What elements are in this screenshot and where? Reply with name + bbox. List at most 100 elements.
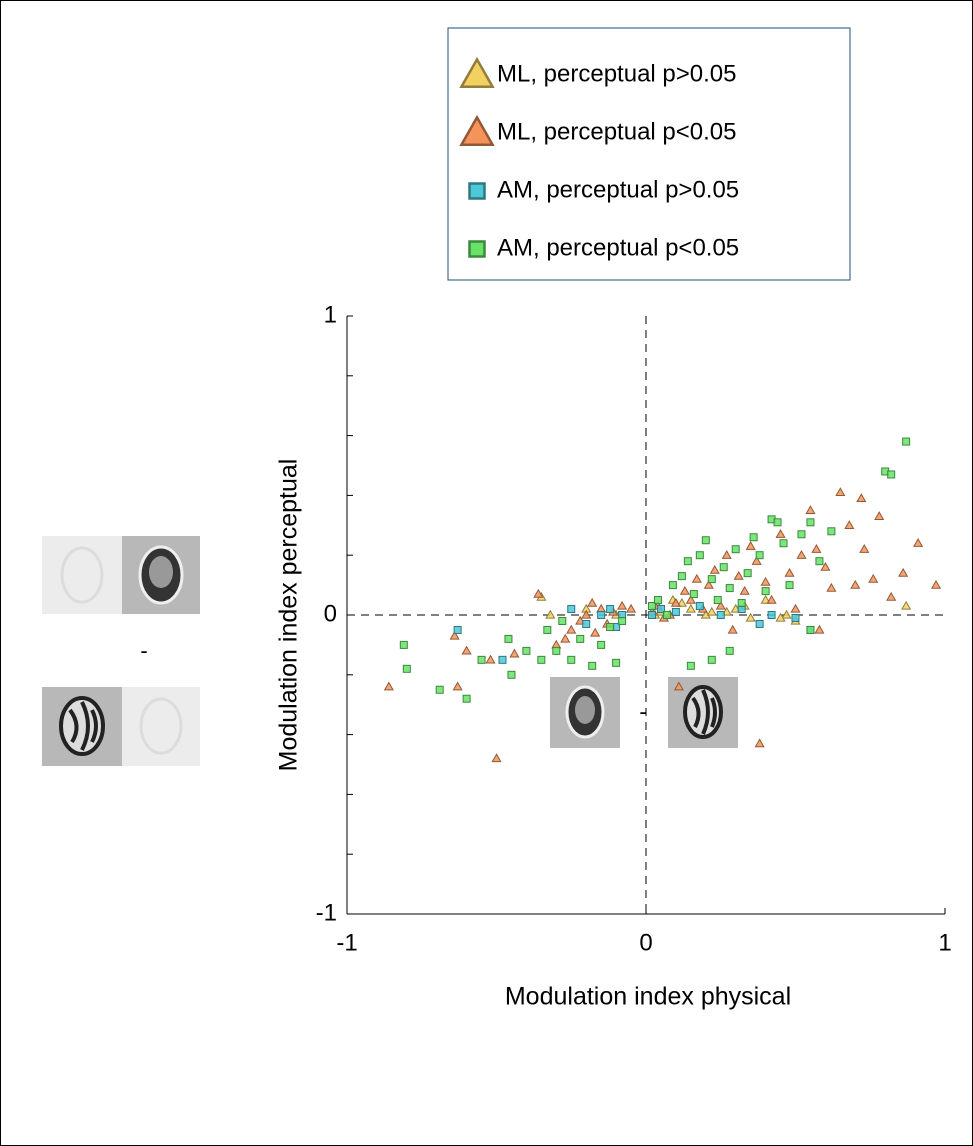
point bbox=[844, 520, 855, 529]
point bbox=[383, 681, 394, 691]
legend-label: AM, perceptual p>0.05 bbox=[497, 176, 739, 203]
legend-label: AM, perceptual p<0.05 bbox=[497, 234, 739, 261]
y-axis-label: Modulation index perceptual bbox=[275, 459, 303, 772]
point bbox=[859, 544, 870, 553]
point bbox=[656, 605, 665, 614]
point bbox=[435, 685, 444, 694]
point bbox=[543, 625, 552, 634]
point bbox=[701, 536, 710, 545]
point bbox=[612, 658, 621, 667]
point bbox=[806, 518, 815, 527]
legend-box bbox=[447, 27, 851, 281]
point bbox=[560, 633, 571, 643]
point bbox=[709, 564, 720, 574]
legend-marker bbox=[468, 182, 486, 200]
point bbox=[743, 569, 752, 578]
point bbox=[856, 493, 867, 503]
point bbox=[913, 538, 924, 547]
point bbox=[507, 670, 516, 679]
point bbox=[754, 738, 765, 748]
point bbox=[761, 587, 770, 596]
legend-marker bbox=[468, 240, 486, 258]
annotation: - bbox=[140, 638, 147, 663]
point bbox=[558, 616, 567, 625]
point bbox=[679, 585, 690, 595]
point bbox=[797, 530, 806, 539]
point bbox=[784, 567, 795, 577]
point bbox=[721, 549, 732, 559]
point bbox=[725, 584, 734, 593]
point bbox=[868, 573, 879, 583]
point bbox=[566, 624, 577, 634]
point bbox=[691, 573, 702, 583]
point bbox=[703, 579, 714, 589]
point bbox=[477, 655, 486, 664]
point bbox=[773, 518, 782, 527]
point bbox=[587, 597, 598, 607]
point bbox=[461, 645, 472, 655]
point bbox=[715, 600, 726, 610]
point bbox=[670, 597, 681, 607]
point bbox=[713, 596, 722, 605]
point bbox=[731, 545, 740, 554]
point bbox=[874, 511, 885, 520]
point bbox=[567, 655, 576, 664]
point bbox=[751, 555, 762, 565]
y-tick-label: -1 bbox=[316, 899, 337, 926]
point bbox=[755, 619, 764, 628]
point bbox=[676, 597, 687, 607]
point bbox=[820, 561, 831, 571]
annotation: - bbox=[639, 699, 646, 724]
point bbox=[673, 681, 684, 691]
point bbox=[755, 551, 764, 560]
point bbox=[695, 551, 704, 560]
point bbox=[766, 594, 777, 604]
point bbox=[796, 549, 807, 559]
point bbox=[522, 646, 531, 655]
point bbox=[588, 661, 597, 670]
point bbox=[790, 603, 801, 613]
point bbox=[671, 608, 680, 617]
point bbox=[779, 539, 788, 548]
point bbox=[449, 630, 460, 640]
point bbox=[707, 575, 716, 584]
point bbox=[835, 487, 846, 497]
point bbox=[898, 567, 909, 577]
point bbox=[618, 616, 627, 625]
point bbox=[686, 661, 695, 670]
y-tick-label: 1 bbox=[324, 301, 337, 328]
point bbox=[582, 619, 591, 628]
x-tick-label: -1 bbox=[336, 929, 357, 956]
point bbox=[887, 470, 896, 479]
point bbox=[737, 599, 746, 608]
point bbox=[485, 654, 496, 664]
point bbox=[625, 603, 637, 613]
point bbox=[685, 594, 696, 604]
point bbox=[739, 585, 750, 595]
point bbox=[695, 602, 704, 611]
point bbox=[683, 557, 692, 566]
point bbox=[617, 600, 628, 610]
point bbox=[886, 591, 897, 601]
point bbox=[597, 640, 606, 649]
point bbox=[745, 541, 756, 550]
point bbox=[491, 753, 502, 763]
point bbox=[647, 611, 656, 619]
point bbox=[727, 624, 738, 634]
point bbox=[552, 646, 561, 655]
point bbox=[767, 611, 776, 619]
x-axis-label: Modulation index physical bbox=[505, 983, 791, 1011]
legend-label: ML, perceptual p<0.05 bbox=[497, 118, 737, 145]
point bbox=[707, 655, 716, 664]
point bbox=[590, 627, 601, 637]
point bbox=[606, 605, 615, 614]
point bbox=[805, 505, 816, 514]
point bbox=[662, 611, 671, 619]
point bbox=[749, 533, 758, 542]
point bbox=[653, 596, 662, 605]
point bbox=[806, 625, 815, 634]
point bbox=[775, 529, 786, 538]
point bbox=[901, 600, 912, 610]
point bbox=[791, 613, 800, 622]
